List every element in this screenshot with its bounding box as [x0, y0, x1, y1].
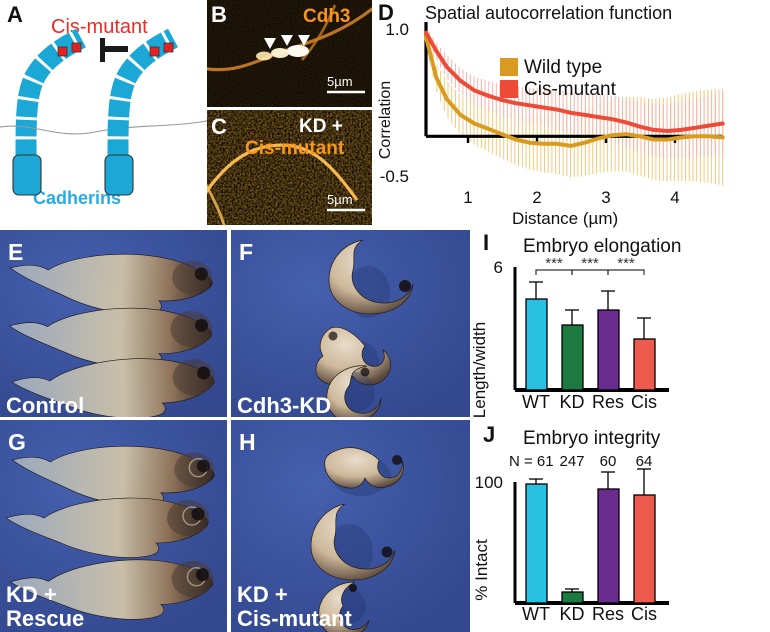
- svg-text:C: C: [211, 114, 227, 139]
- svg-text:-0.5: -0.5: [380, 167, 409, 186]
- svg-text:H: H: [239, 429, 256, 455]
- svg-text:Length/width: Length/width: [471, 322, 489, 418]
- svg-text:Wild type: Wild type: [524, 57, 602, 78]
- svg-text:6: 6: [494, 258, 503, 277]
- svg-text:100: 100: [475, 473, 503, 492]
- svg-text:Embryo integrity: Embryo integrity: [523, 428, 661, 449]
- svg-text:KD +: KD +: [237, 582, 288, 607]
- svg-text:B: B: [211, 2, 227, 27]
- svg-text:Cis: Cis: [631, 392, 657, 412]
- svg-text:5µm: 5µm: [327, 74, 353, 89]
- svg-text:60: 60: [600, 453, 617, 470]
- svg-text:1: 1: [463, 188, 472, 207]
- svg-text:Cis: Cis: [631, 604, 657, 624]
- svg-text:Cis-mutant: Cis-mutant: [245, 138, 345, 159]
- svg-text:I: I: [483, 230, 489, 255]
- svg-text:Spatial autocorrelation functi: Spatial autocorrelation function: [425, 3, 672, 23]
- svg-text:Res: Res: [592, 604, 624, 624]
- svg-text:64: 64: [636, 453, 653, 470]
- svg-text:E: E: [8, 239, 23, 265]
- svg-text:J: J: [483, 422, 495, 447]
- svg-text:247: 247: [559, 453, 584, 470]
- svg-text:% Intact: % Intact: [472, 539, 491, 601]
- svg-text:5µm: 5µm: [327, 192, 353, 207]
- svg-text:KD: KD: [559, 604, 584, 624]
- svg-text:***: ***: [617, 255, 635, 272]
- svg-text:Cdh3-KD: Cdh3-KD: [237, 393, 331, 417]
- svg-text:Distance (µm): Distance (µm): [512, 209, 618, 228]
- svg-text:F: F: [239, 239, 253, 265]
- svg-text:Rescue: Rescue: [6, 606, 84, 631]
- svg-text:Res: Res: [592, 392, 624, 412]
- svg-text:N = 61: N = 61: [509, 453, 554, 470]
- svg-text:WT: WT: [522, 604, 550, 624]
- svg-text:KD +: KD +: [299, 116, 343, 137]
- svg-text:Cis-mutant: Cis-mutant: [237, 606, 353, 631]
- svg-text:Cdh3: Cdh3: [303, 6, 351, 27]
- svg-text:KD: KD: [559, 392, 584, 412]
- svg-text:Correlation: Correlation: [377, 81, 394, 159]
- svg-text:4: 4: [670, 188, 679, 207]
- svg-text:G: G: [8, 429, 26, 455]
- svg-text:***: ***: [581, 255, 599, 272]
- svg-text:2: 2: [532, 188, 541, 207]
- svg-text:3: 3: [601, 188, 610, 207]
- svg-text:KD +: KD +: [6, 582, 57, 607]
- svg-text:Cis-mutant: Cis-mutant: [524, 79, 617, 100]
- svg-text:Embryo elongation: Embryo elongation: [523, 236, 681, 257]
- svg-text:***: ***: [545, 255, 563, 272]
- svg-text:Control: Control: [6, 393, 84, 417]
- svg-text:1.0: 1.0: [385, 20, 409, 39]
- svg-text:WT: WT: [522, 392, 550, 412]
